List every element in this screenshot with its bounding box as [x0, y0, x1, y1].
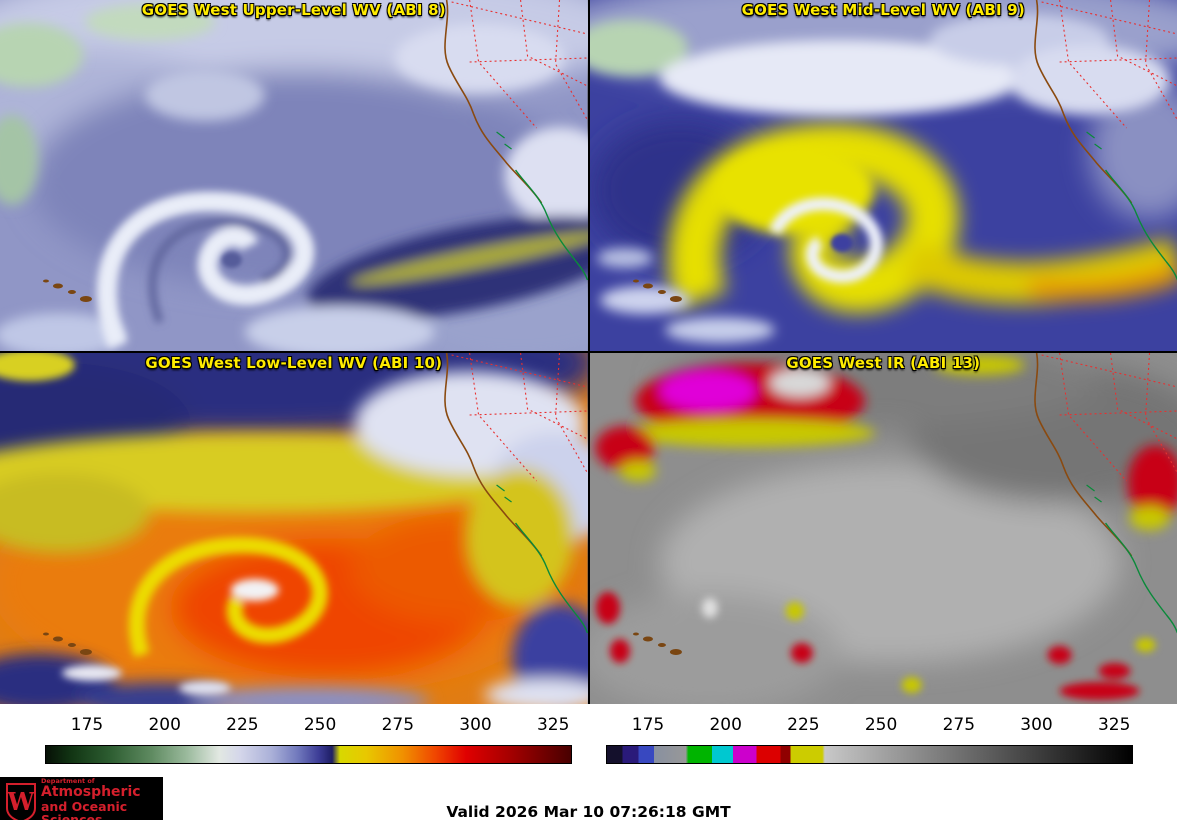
- ir-tick-label: 200: [709, 715, 742, 735]
- logo-department-line: Department of: [41, 777, 95, 786]
- panel-title-abi8: GOES West Upper-Level WV (ABI 8): [141, 1, 446, 19]
- abi13-imagery: [589, 353, 1177, 704]
- wv-tick-label: 275: [381, 715, 415, 735]
- panel-title-abi9: GOES West Mid-Level WV (ABI 9): [741, 1, 1025, 19]
- valid-time-label: Valid 2026 Mar 10 07:26:18 GMT: [446, 803, 731, 820]
- logo-text: Department of Atmospheric and Oceanic Sc…: [41, 778, 163, 820]
- panel-mid-level-wv: GOES West Mid-Level WV (ABI 9): [589, 0, 1177, 351]
- wv-colorbar-group: 175 200 225 250 275 300 325: [45, 713, 572, 767]
- abi10-imagery: [0, 353, 588, 704]
- ir-tick-label: 225: [787, 715, 820, 735]
- wv-colorbar: [45, 745, 572, 764]
- wv-tick-label: 225: [226, 715, 259, 735]
- logo-name-line1: Atmospheric: [41, 783, 141, 800]
- svg-text:W: W: [7, 787, 36, 816]
- ir-tick-label: 325: [1097, 715, 1131, 735]
- wv-tick-label: 325: [536, 715, 570, 735]
- wv-tick-label: 300: [459, 715, 492, 735]
- abi9-imagery: [589, 0, 1177, 351]
- abi8-imagery: [0, 0, 588, 351]
- panel-ir: GOES West IR (ABI 13): [589, 353, 1177, 704]
- wv-tick-label: 175: [70, 715, 104, 735]
- ir-tick-label: 175: [631, 715, 665, 735]
- logo-name-line2: and Oceanic Sciences: [41, 798, 128, 820]
- footer: W Department of Atmospheric and Oceanic …: [0, 777, 1177, 820]
- wv-tick-label: 250: [303, 715, 337, 735]
- panel-low-level-wv: GOES West Low-Level WV (ABI 10): [0, 353, 588, 704]
- wv-tick-label: 200: [148, 715, 181, 735]
- imagery-grid: GOES West Upper-Level WV (ABI 8): [0, 0, 1177, 704]
- uw-crest-icon: W: [6, 783, 36, 820]
- aos-department-logo: W Department of Atmospheric and Oceanic …: [0, 777, 163, 820]
- panel-title-abi10: GOES West Low-Level WV (ABI 10): [145, 354, 443, 372]
- ir-tick-label: 275: [942, 715, 976, 735]
- ir-colorbar-group: 175 200 225 250 275 300 325: [606, 713, 1133, 767]
- ir-tick-label: 300: [1020, 715, 1053, 735]
- ir-colorbar: [606, 745, 1133, 764]
- panel-title-abi13: GOES West IR (ABI 13): [786, 354, 981, 372]
- colorbar-row: 175 200 225 250 275 300 325 175 200 225 …: [0, 704, 1177, 777]
- panel-upper-level-wv: GOES West Upper-Level WV (ABI 8): [0, 0, 588, 351]
- ir-tick-label: 250: [864, 715, 898, 735]
